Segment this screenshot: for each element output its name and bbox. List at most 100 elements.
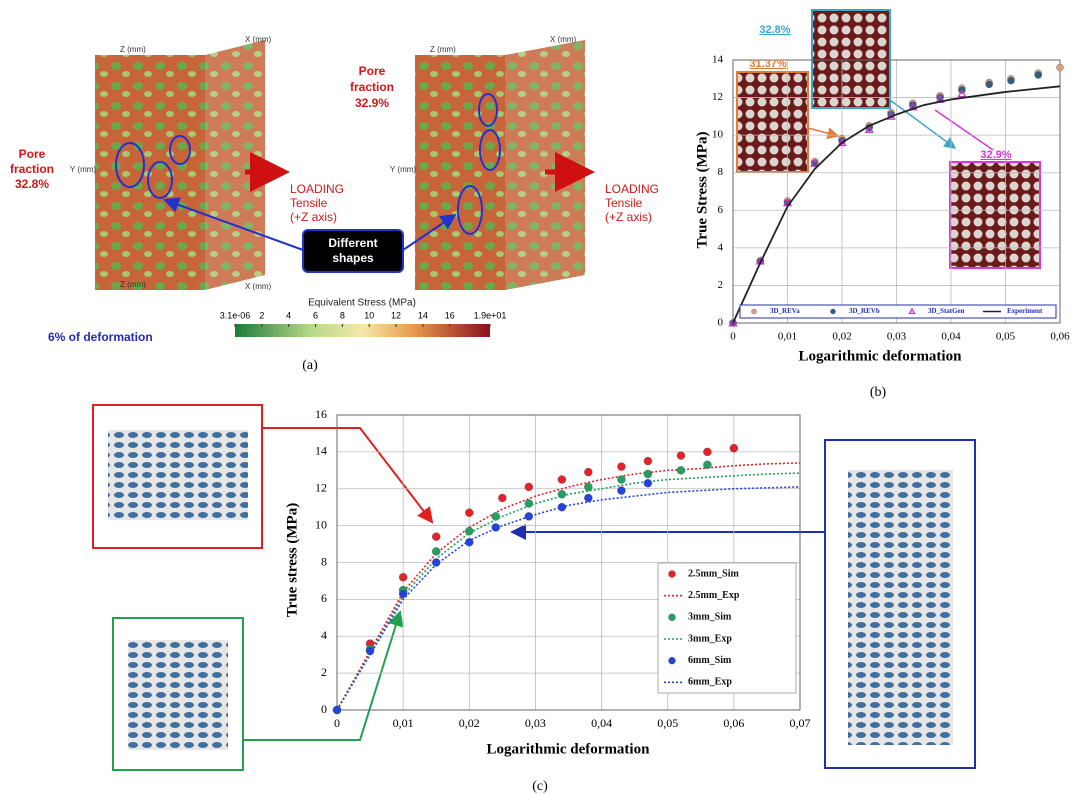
colorbar-tick-label: 6 bbox=[313, 310, 318, 320]
y-axis-title: True Stress (MPa) bbox=[694, 132, 710, 249]
axis-name: Y (mm) bbox=[70, 165, 96, 174]
loading-label: (+Z axis) bbox=[290, 210, 337, 224]
legend-label: 3mm_Sim bbox=[688, 612, 732, 623]
inset-render bbox=[108, 430, 248, 520]
pore-label: 32.8% bbox=[15, 177, 49, 191]
inset-label: 31.37% bbox=[749, 58, 787, 70]
axis-name: Z (mm) bbox=[430, 45, 456, 54]
caption: (b) bbox=[870, 385, 887, 400]
loading-label: (+Z axis) bbox=[605, 210, 652, 224]
marker bbox=[399, 573, 407, 581]
marker bbox=[677, 452, 685, 460]
y-tick-label: 16 bbox=[315, 407, 327, 421]
y-tick-label: 10 bbox=[315, 517, 327, 531]
x-tick-label: 0,04 bbox=[941, 331, 961, 343]
x-tick-label: 0 bbox=[730, 331, 736, 343]
colorbar-tick-label: 12 bbox=[391, 310, 401, 320]
y-tick-label: 0 bbox=[321, 702, 327, 716]
marker bbox=[703, 448, 711, 456]
marker bbox=[525, 483, 533, 491]
deformation-note: 6% of deformation bbox=[48, 330, 153, 344]
loading-label: Tensile bbox=[290, 196, 328, 210]
callout-text: Different bbox=[328, 236, 377, 250]
axis-name: Z (mm) bbox=[120, 45, 146, 54]
colorbar-tick-label: 4 bbox=[286, 310, 291, 320]
caption: (c) bbox=[532, 779, 548, 794]
inset bbox=[812, 10, 890, 108]
render-left bbox=[95, 40, 265, 290]
marker bbox=[498, 494, 506, 502]
inset-label: 32.9% bbox=[980, 149, 1011, 161]
y-tick-label: 6 bbox=[321, 591, 327, 605]
axis-name: Y (mm) bbox=[390, 165, 416, 174]
marker bbox=[986, 81, 993, 88]
inset bbox=[950, 162, 1040, 268]
x-tick-label: 0,01 bbox=[393, 716, 414, 730]
marker bbox=[584, 494, 592, 502]
x-axis-title: Logarithmic deformation bbox=[487, 741, 651, 757]
axis-name: X (mm) bbox=[550, 35, 577, 44]
x-tick-label: 0,03 bbox=[525, 716, 546, 730]
caption: (a) bbox=[302, 358, 318, 373]
y-tick-label: 12 bbox=[712, 91, 723, 103]
x-axis-title: Logarithmic deformation bbox=[799, 348, 963, 364]
colorbar bbox=[235, 324, 490, 337]
inset-render bbox=[128, 640, 228, 750]
marker bbox=[669, 614, 676, 621]
y-tick-label: 14 bbox=[315, 444, 327, 458]
marker bbox=[432, 533, 440, 541]
y-tick-label: 6 bbox=[718, 204, 724, 216]
colorbar-tick-label: 1.9e+01 bbox=[474, 310, 507, 320]
y-tick-label: 2 bbox=[321, 665, 327, 679]
marker bbox=[584, 468, 592, 476]
colorbar-tick-label: 2 bbox=[259, 310, 264, 320]
marker bbox=[617, 463, 625, 471]
pore-label: Pore bbox=[19, 147, 46, 161]
marker bbox=[1007, 77, 1014, 84]
legend-label: 2.5mm_Exp bbox=[688, 590, 740, 601]
y-tick-label: 8 bbox=[718, 166, 724, 178]
marker bbox=[669, 657, 676, 664]
marker bbox=[558, 476, 566, 484]
loading-label: LOADING bbox=[290, 182, 344, 196]
marker bbox=[703, 461, 711, 469]
marker bbox=[644, 457, 652, 465]
legend-label: 3mm_Exp bbox=[688, 633, 732, 644]
x-tick-label: 0,01 bbox=[778, 331, 797, 343]
marker bbox=[752, 309, 757, 314]
figure: Pore fraction 32.8% Pore fraction 32.9% … bbox=[0, 0, 1089, 794]
marker bbox=[669, 571, 676, 578]
marker bbox=[432, 547, 440, 555]
y-tick-label: 10 bbox=[712, 129, 724, 141]
y-tick-label: 8 bbox=[321, 554, 327, 568]
marker bbox=[617, 476, 625, 484]
legend-box bbox=[658, 563, 796, 693]
y-tick-label: 4 bbox=[718, 241, 724, 253]
pore-label: fraction bbox=[350, 80, 394, 94]
marker bbox=[1035, 72, 1042, 79]
x-tick-label: 0 bbox=[334, 716, 340, 730]
inset-arrow bbox=[935, 110, 993, 150]
marker bbox=[644, 479, 652, 487]
x-tick-label: 0,05 bbox=[657, 716, 678, 730]
inset-render bbox=[848, 470, 953, 745]
marker bbox=[831, 309, 836, 314]
y-tick-label: 4 bbox=[321, 628, 327, 642]
colorbar-tick-label: 10 bbox=[364, 310, 374, 320]
axis-name: X (mm) bbox=[245, 282, 272, 291]
axis-name: Z (mm) bbox=[120, 280, 146, 289]
marker bbox=[617, 487, 625, 495]
colorbar-tick-label: 3.1e-06 bbox=[220, 310, 251, 320]
legend-label: 2.5mm_Sim bbox=[688, 568, 740, 579]
inset-arrow bbox=[890, 100, 955, 148]
legend-label: 6mm_Exp bbox=[688, 677, 732, 688]
marker bbox=[730, 444, 738, 452]
legend-label: 6mm_Sim bbox=[688, 655, 732, 666]
legend-label: 3D_StatGen bbox=[928, 307, 965, 315]
marker bbox=[465, 509, 473, 517]
render-right bbox=[415, 40, 585, 290]
y-tick-label: 0 bbox=[718, 317, 724, 329]
y-axis-title: True stress (MPa) bbox=[284, 503, 300, 617]
x-tick-label: 0,03 bbox=[887, 331, 907, 343]
x-tick-label: 0,05 bbox=[996, 331, 1016, 343]
